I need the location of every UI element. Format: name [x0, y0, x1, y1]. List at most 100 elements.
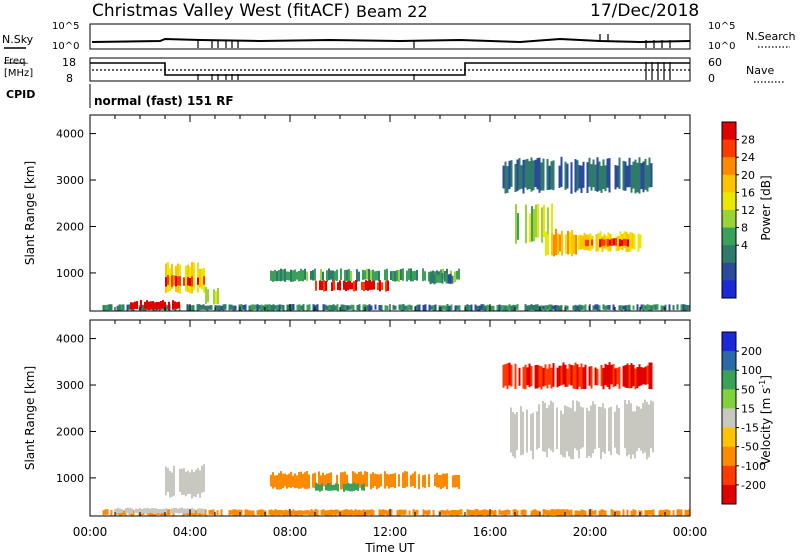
velocity-cell [351, 483, 353, 492]
power-cell [158, 301, 160, 309]
velocity-cell [115, 508, 117, 514]
velocity-cell [327, 482, 329, 491]
velocity-region [502, 362, 653, 390]
power-region [130, 300, 180, 311]
power-cell [556, 305, 559, 311]
velocity-cell [252, 510, 255, 516]
velocity-cell [590, 365, 593, 389]
velocity-cell [422, 509, 425, 516]
power-cell [537, 203, 539, 238]
power-cell [160, 301, 162, 309]
power-cell [520, 165, 523, 189]
velocity-cell [298, 472, 300, 489]
velocity-cell [386, 473, 388, 487]
velocity-cell [292, 475, 294, 487]
power-cell [560, 305, 563, 311]
velocity-cell [590, 509, 593, 516]
power-region [102, 304, 691, 311]
power-cell [632, 305, 635, 310]
power-cell [175, 276, 177, 287]
power-cell [384, 269, 386, 281]
power-cell [306, 271, 308, 281]
velocity-cell [181, 468, 183, 495]
velocity-cell [282, 510, 285, 516]
velocity-cell [458, 509, 461, 515]
power-cell [164, 301, 166, 310]
power-cell [310, 271, 312, 280]
power-cell [646, 165, 649, 192]
power-cell [611, 238, 613, 246]
velocity-cell [536, 510, 539, 516]
power-colorbar-swatch [722, 174, 736, 193]
power-cell [220, 305, 223, 311]
power-cell [150, 301, 152, 310]
power-cell [169, 268, 171, 292]
power-cell [362, 269, 364, 280]
power-cell [579, 234, 582, 250]
power-cell [366, 268, 368, 280]
velocity-cell [193, 472, 195, 497]
velocity-ylabel: Slant Range [km] [23, 366, 37, 470]
velocity-cell [274, 509, 277, 516]
velocity-cell [618, 510, 621, 516]
velocity-colorbar: 200 100 50 15 -15 -50 -100 -200 [721, 331, 766, 505]
velocity-cell [356, 510, 359, 516]
power-cell [244, 304, 247, 311]
power-cell [616, 165, 619, 188]
velocity-cell [564, 405, 566, 458]
velocity-colorbar-label-end: ] [759, 375, 773, 380]
velocity-cell [384, 471, 386, 489]
velocity-cell [636, 405, 638, 452]
power-cell [644, 158, 647, 190]
velocity-cell [350, 509, 353, 516]
velocity-colorbar-label: Velocity [m s-1] [758, 375, 773, 465]
power-cell [524, 304, 527, 311]
power-cell [144, 301, 146, 309]
power-cell [440, 305, 443, 311]
velocity-cell [632, 509, 635, 516]
power-cell [449, 273, 452, 284]
power-cell [510, 160, 513, 187]
velocity-cell [382, 509, 385, 516]
velocity-cell [329, 483, 331, 491]
power-cell [353, 281, 355, 292]
velocity-cell [414, 471, 416, 488]
velocity-cell [560, 509, 563, 516]
velocity-cell [614, 411, 616, 448]
velocity-cell [203, 509, 205, 514]
velocity-cell [572, 400, 574, 460]
power-ylabel: Slant Range [km] [23, 161, 37, 265]
velocity-cell [304, 510, 307, 515]
power-cell [332, 270, 334, 282]
velocity-cell [181, 507, 183, 513]
velocity-cell [518, 367, 521, 386]
velocity-cell [220, 509, 223, 516]
power-cell [276, 304, 279, 311]
power-cell [578, 304, 581, 311]
velocity-cell [197, 508, 199, 514]
power-cell [398, 304, 401, 310]
power-cell [577, 235, 580, 250]
power-cell [458, 305, 461, 311]
power-cell [456, 305, 459, 310]
velocity-cell [286, 474, 288, 489]
power-cell [550, 304, 553, 311]
velocity-cell [650, 510, 653, 515]
velocity-cell [650, 362, 653, 390]
power-cell [533, 209, 535, 242]
velocity-cell [318, 471, 320, 489]
velocity-colorbar-swatch [722, 427, 736, 448]
velocity-cell [580, 406, 582, 449]
power-cell [322, 304, 325, 311]
velocity-cell [468, 509, 471, 516]
power-cell [234, 305, 237, 311]
velocity-cell [438, 475, 440, 488]
velocity-cell [191, 507, 193, 514]
power-cell [380, 304, 383, 311]
power-cell [418, 304, 421, 311]
power-cell [510, 305, 513, 311]
power-cell [648, 304, 651, 311]
velocity-cell [566, 509, 569, 515]
power-cell [454, 305, 457, 311]
power-cell [580, 165, 583, 193]
